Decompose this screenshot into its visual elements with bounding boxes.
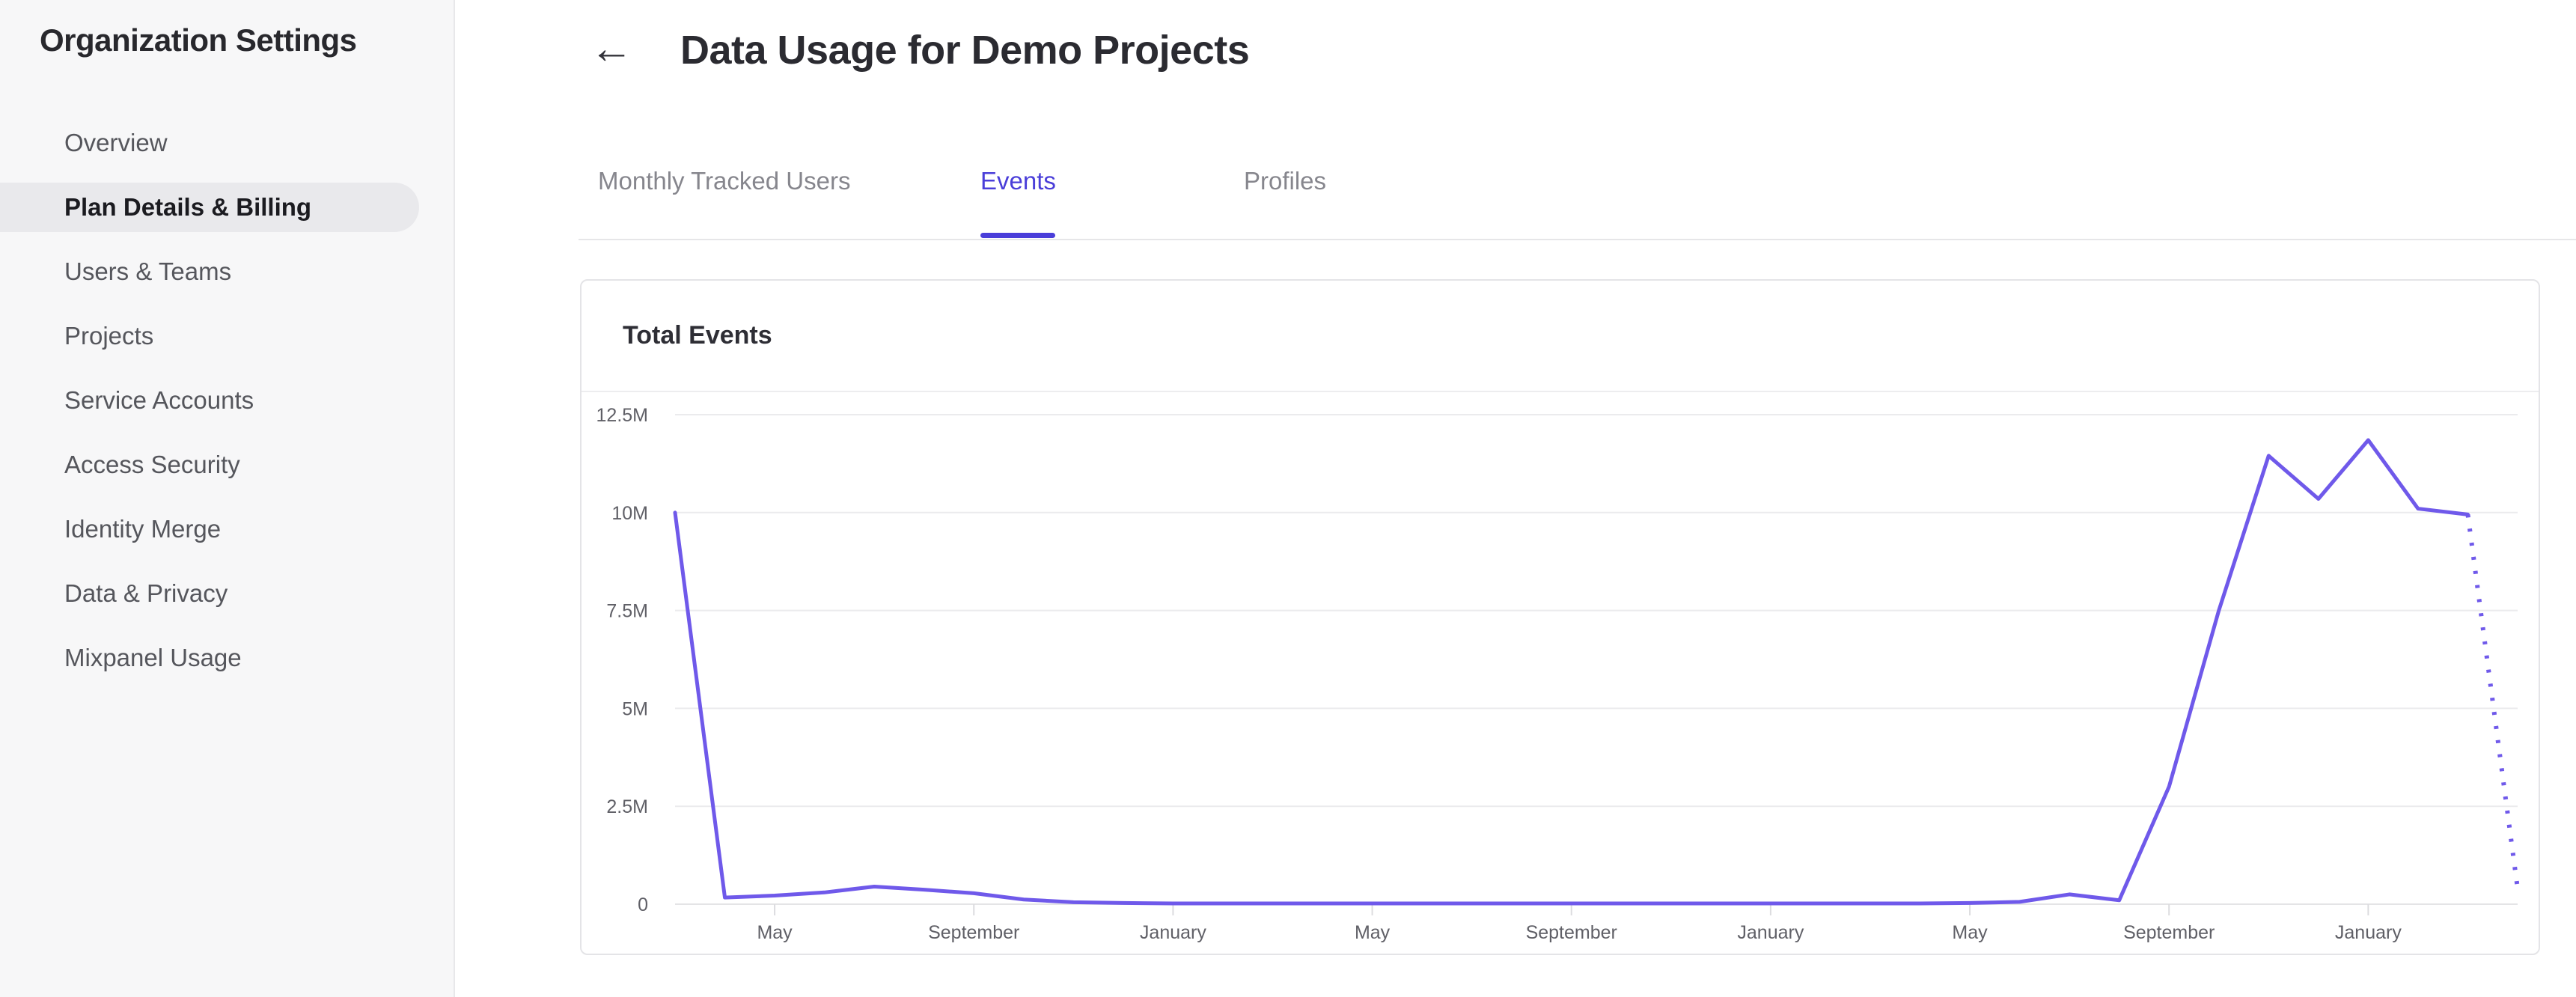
- events-chart-svg[interactable]: 0 2.5M 5M 7.5M 10M 12.5M May September January Ma…: [582, 394, 2539, 955]
- back-arrow-icon[interactable]: ←: [590, 24, 633, 73]
- y-axis-label: 2.5M: [606, 796, 648, 817]
- tabs-row: Monthly Tracked Users Events Profiles: [579, 0, 2576, 240]
- total-events-projection-dotted-line: [2465, 514, 2520, 889]
- x-axis-label: September: [928, 922, 1019, 943]
- x-axis-label: January: [2335, 922, 2402, 943]
- x-axis-label: May: [1355, 922, 1391, 943]
- sidebar-item-service-accounts[interactable]: Service Accounts: [64, 386, 254, 414]
- total-events-card: Total Events 0 2.5M 5M 7.5M 10M 12.5M May Septe…: [580, 279, 2540, 955]
- total-events-line: [673, 438, 2470, 906]
- x-axis-label: May: [757, 922, 793, 943]
- card-header: Total Events: [582, 281, 2539, 392]
- x-axis-label: September: [1526, 922, 1617, 943]
- tab-monthly-tracked-users[interactable]: Monthly Tracked Users: [598, 167, 851, 195]
- y-axis-label: 7.5M: [606, 601, 648, 622]
- sidebar-item-data-privacy[interactable]: Data & Privacy: [64, 579, 228, 607]
- card-title: Total Events: [623, 321, 772, 350]
- page-title: Data Usage for Demo Projects: [680, 28, 1250, 73]
- tab-events[interactable]: Events: [980, 167, 1056, 195]
- y-axis-label: 5M: [622, 698, 648, 719]
- x-axis-label: September: [2123, 922, 2215, 943]
- x-axis-label: January: [1140, 922, 1206, 943]
- sidebar-title: Organization Settings: [40, 22, 357, 58]
- sidebar-item-plan-details-billing[interactable]: Plan Details & Billing: [0, 183, 419, 232]
- sidebar-item-overview[interactable]: Overview: [64, 129, 168, 156]
- sidebar-item-users-teams[interactable]: Users & Teams: [64, 257, 232, 285]
- sidebar-item-access-security[interactable]: Access Security: [64, 451, 240, 478]
- y-axis-label: 12.5M: [596, 405, 648, 426]
- tab-profiles[interactable]: Profiles: [1244, 167, 1327, 195]
- sidebar-nav: Overview Plan Details & Billing Users & …: [0, 118, 454, 698]
- events-chart[interactable]: 0 2.5M 5M 7.5M 10M 12.5M May September January Ma…: [582, 394, 2539, 955]
- sidebar: Organization Settings Overview Plan Deta…: [0, 0, 455, 997]
- sidebar-item-mixpanel-usage[interactable]: Mixpanel Usage: [64, 644, 242, 671]
- active-tab-underline: [980, 233, 1055, 238]
- x-axis-label: May: [1952, 922, 1988, 943]
- sidebar-item-projects[interactable]: Projects: [64, 322, 154, 350]
- sidebar-item-identity-merge[interactable]: Identity Merge: [64, 515, 222, 543]
- y-axis-label: 10M: [611, 503, 648, 524]
- x-axis-label: January: [1737, 922, 1804, 943]
- main-content: ← Data Usage for Demo Projects Monthly T…: [457, 0, 2576, 997]
- y-axis-label: 0: [638, 894, 648, 915]
